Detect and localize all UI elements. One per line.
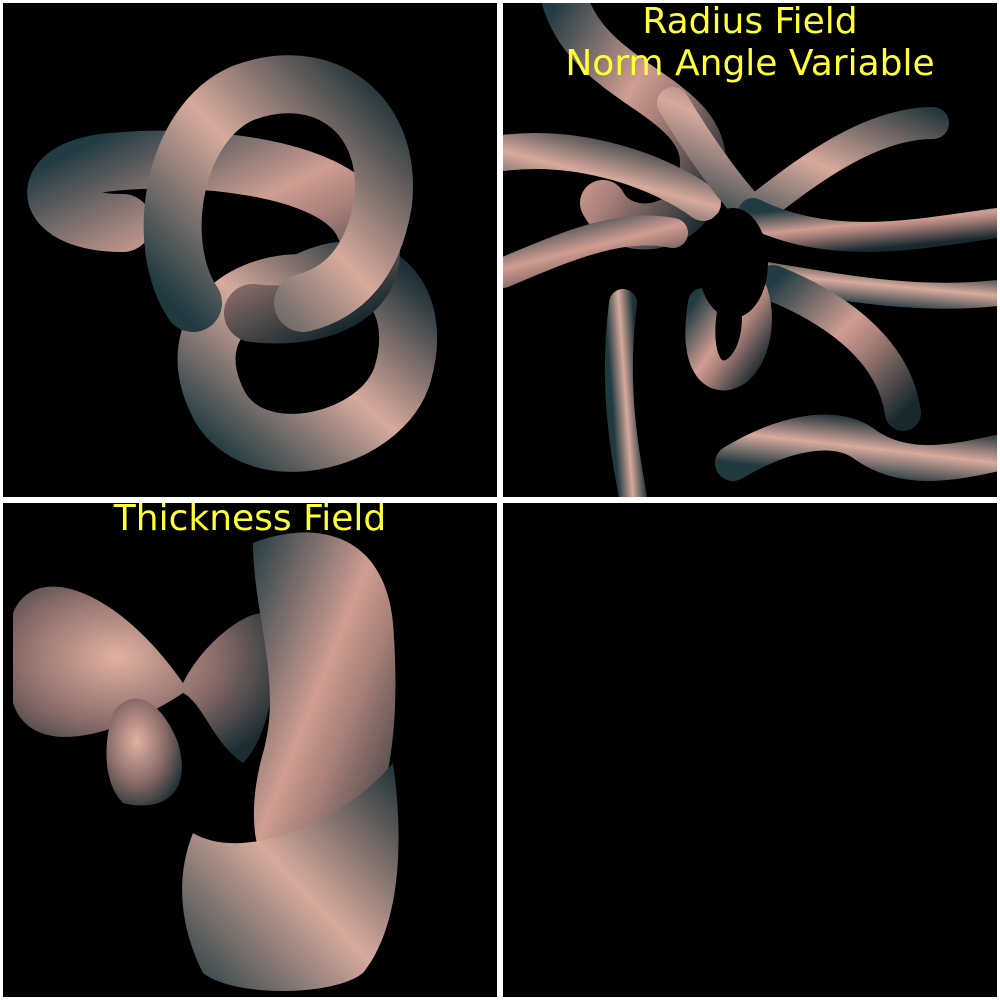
panel-bottom-left-title: Thickness Field	[113, 503, 387, 539]
radius-field-render	[503, 3, 997, 497]
panel-top-right-title-line2: Norm Angle Variable	[565, 43, 935, 84]
panel-top-left	[3, 3, 497, 497]
panel-top-right: Radius Field Norm Angle Variable	[503, 3, 997, 497]
panel-top-right-title-line1: Radius Field	[642, 3, 858, 42]
panel-bottom-left: Thickness Field	[3, 503, 497, 997]
knot-render	[27, 55, 438, 472]
panel-bottom-right	[503, 503, 997, 997]
thickness-field-render	[13, 532, 399, 991]
